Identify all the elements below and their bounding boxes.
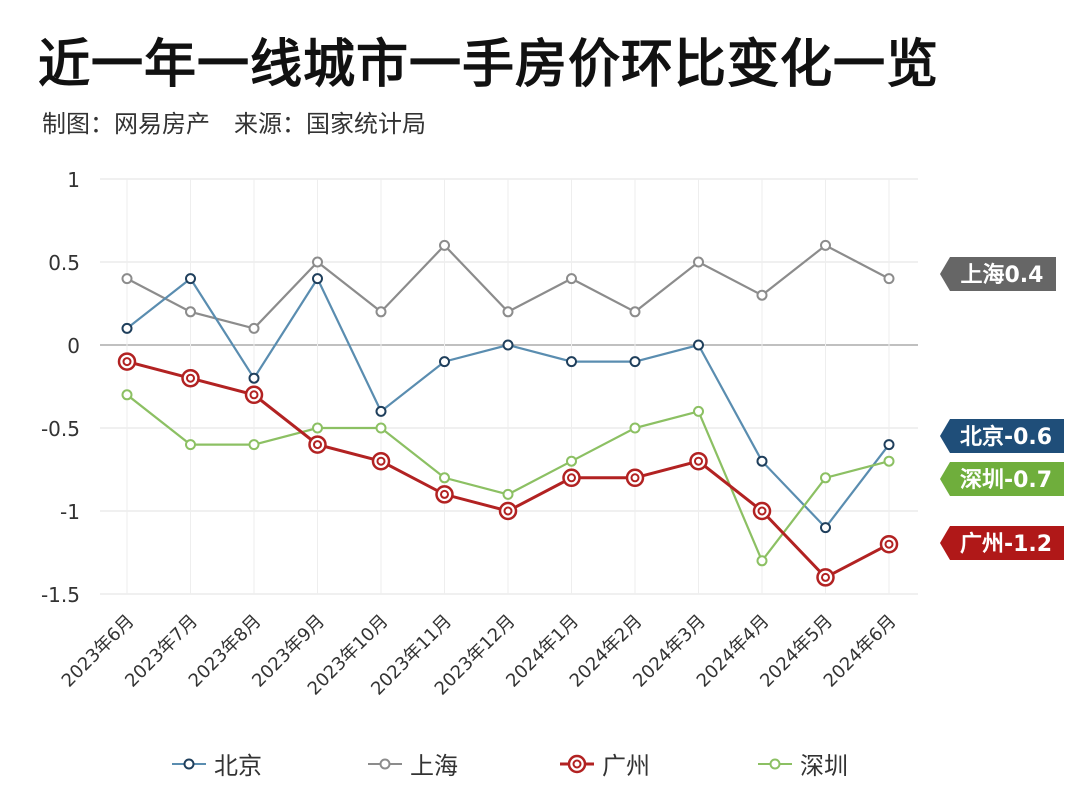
end-label-tag [940, 526, 1064, 560]
end-label-text: 深圳-0.7 [960, 468, 1052, 493]
data-point [693, 339, 704, 351]
y-tick-label: -1.5 [41, 583, 80, 607]
data-point-inner [313, 440, 322, 450]
legend-item: 上海 [368, 746, 458, 781]
data-point [820, 522, 831, 534]
data-point-inner [186, 373, 195, 383]
legend-label: 广州 [602, 752, 650, 780]
data-point [248, 439, 260, 451]
data-point [502, 488, 514, 500]
data-point [439, 239, 450, 251]
legend-item: 北京 [172, 746, 262, 781]
end-label-text: 上海0.4 [961, 262, 1044, 288]
data-point-inner [630, 473, 640, 483]
data-point [312, 422, 323, 434]
data-point [375, 405, 387, 417]
data-point [185, 306, 196, 318]
y-tick-label: 0 [67, 334, 80, 358]
data-point-inner [249, 390, 259, 400]
data-point [502, 339, 514, 351]
end-label-text: 北京-0.6 [960, 424, 1052, 450]
data-point [312, 273, 323, 285]
legend-label: 上海 [410, 752, 458, 780]
data-point [883, 273, 895, 285]
data-point [566, 356, 577, 368]
data-point [820, 239, 831, 251]
data-point-inner [757, 506, 767, 516]
y-tick-label: 0.5 [48, 251, 80, 275]
data-point [883, 439, 895, 451]
data-point [185, 273, 196, 285]
legend-label: 深圳 [800, 752, 848, 780]
data-point [502, 306, 514, 318]
data-point [693, 405, 704, 417]
end-label-text: 广州-1.2 [960, 531, 1052, 557]
data-point [375, 422, 387, 434]
chart-title: 近一年一线城市一手房价环比变化一览 [38, 35, 940, 95]
data-point [756, 555, 768, 567]
data-point [756, 455, 768, 467]
data-point-inner [122, 357, 132, 367]
legend-label: 北京 [214, 752, 262, 780]
y-tick-label: -0.5 [41, 417, 80, 441]
data-point [375, 306, 387, 318]
data-point-inner [694, 456, 703, 466]
data-point [820, 472, 831, 484]
data-point-inner [376, 456, 386, 466]
legend-item: 广州 [560, 746, 650, 781]
data-point [566, 455, 577, 467]
data-point [439, 472, 450, 484]
end-label-tag [940, 462, 1064, 496]
data-point [248, 372, 260, 384]
data-point [883, 455, 895, 467]
data-point-inner [440, 489, 449, 499]
data-point [566, 273, 577, 285]
end-label-tag [940, 419, 1064, 453]
data-point-inner [821, 572, 830, 582]
legend-item: 深圳 [758, 746, 848, 781]
y-tick-label: -1 [60, 500, 80, 524]
data-point [121, 273, 133, 285]
data-point [629, 422, 641, 434]
data-point [693, 256, 704, 268]
data-point-inner [503, 506, 513, 516]
data-point [629, 356, 641, 368]
data-point [439, 356, 450, 368]
data-point [756, 289, 768, 301]
data-point-inner [567, 473, 576, 483]
data-point [121, 389, 133, 401]
data-point [312, 256, 323, 268]
data-point [121, 322, 133, 334]
chart-subtitle: 制图：网易房产 来源：国家统计局 [42, 110, 426, 138]
data-point [629, 306, 641, 318]
data-point [185, 439, 196, 451]
y-tick-label: 1 [67, 168, 80, 192]
data-point [248, 322, 260, 334]
end-label-tag [940, 257, 1056, 291]
data-point-inner [884, 539, 894, 549]
